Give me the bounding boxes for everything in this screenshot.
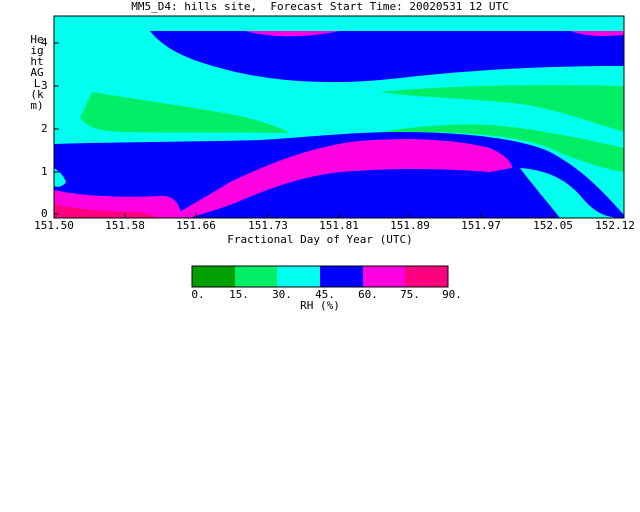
colorbar-swatch-0-15 <box>192 266 235 287</box>
y-tick-label: 3 <box>41 79 48 92</box>
x-axis-label: Fractional Day of Year (UTC) <box>227 233 413 246</box>
contour-patch-cyan-lower-right <box>520 168 624 218</box>
colorbar-tick-label: 0. <box>191 288 205 301</box>
x-tick-label: 151.81 <box>319 219 359 232</box>
contour-patch-pink-bottom-left <box>54 204 160 218</box>
contour-band-green-left <box>80 92 290 133</box>
colorbar-label: RH (%) <box>300 299 340 312</box>
colorbar-swatch-75-90 <box>405 266 448 287</box>
y-tick-label: 2 <box>41 122 48 135</box>
contour-patch-cyan-left-edge <box>54 168 66 187</box>
colorbar-tick-label: 45. <box>315 288 335 301</box>
contour-patch-magenta-top-1 <box>245 31 340 37</box>
x-tick-label: 151.66 <box>176 219 216 232</box>
colorbar-tick-label: 30. <box>272 288 292 301</box>
y-tick-label: 0 <box>41 207 48 220</box>
x-tick-label: 151.89 <box>390 219 430 232</box>
colorbar-frame <box>191 265 449 288</box>
contour-band-green-lower-right <box>380 124 624 172</box>
colorbar-tick-label: 75. <box>400 288 420 301</box>
contour-band-blue-top <box>150 31 624 83</box>
contour-patch-magenta-top-2 <box>570 31 624 36</box>
y-axis-label: Height AGL (km) <box>30 33 51 112</box>
colorbar-swatch-30-45 <box>277 266 320 287</box>
colorbar-tick-label: 15. <box>229 288 249 301</box>
colorbar-tick-label: 60. <box>358 288 378 301</box>
y-tick-marks <box>54 42 59 215</box>
y-tick-label: 4 <box>41 36 48 49</box>
x-tick-label: 152.12 <box>595 219 635 232</box>
x-tick-label: 151.97 <box>461 219 501 232</box>
x-tick-label: 151.50 <box>34 219 74 232</box>
contour-band-magenta <box>170 139 512 218</box>
colorbar-swatch-45-60 <box>320 266 363 287</box>
x-tick-label: 151.58 <box>105 219 145 232</box>
y-tick-label: 1 <box>41 165 48 178</box>
contour-band-green-upper-right <box>380 85 624 132</box>
x-tick-label: 152.05 <box>533 219 573 232</box>
colorbar-swatch-15-30 <box>235 266 277 287</box>
colorbar-swatch-60-75 <box>363 266 405 287</box>
x-tick-label: 151.73 <box>248 219 288 232</box>
chart-title: MM5_D4: hills site, Forecast Start Time:… <box>131 0 509 13</box>
colorbar-tick-label: 90. <box>442 288 462 301</box>
x-tick-marks <box>53 213 625 218</box>
